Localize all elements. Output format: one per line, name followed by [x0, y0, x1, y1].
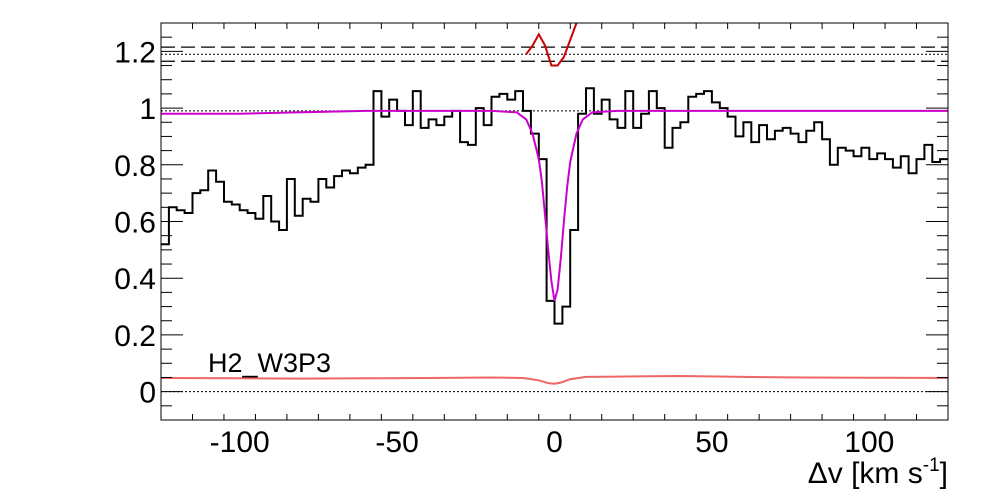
series-line-2: [161, 109, 948, 302]
y-tick-label: 1.2: [114, 36, 156, 69]
axis-ticks: [160, 22, 949, 421]
y-tick-label: 0.2: [114, 320, 156, 353]
x-tick-label: 100: [844, 426, 894, 459]
x-axis-label-sup: -1: [923, 455, 940, 476]
x-tick-label: 0: [546, 426, 563, 459]
y-tick-label: 0: [139, 377, 156, 410]
y-tick-label: 1: [139, 93, 156, 126]
reference-lines: [161, 46, 948, 393]
series-line-3: [160, 374, 949, 385]
series-line-4: [525, 22, 578, 67]
x-tick-label: -100: [210, 426, 270, 459]
x-tick-label: -50: [375, 426, 418, 459]
x-axis-label-main: Δv [km s: [808, 457, 923, 490]
line-id-annotation: H2_W3P3: [208, 348, 331, 378]
y-tick-label: 0.4: [114, 263, 156, 296]
y-tick-label: 0.8: [114, 150, 156, 183]
series-line-1: [161, 87, 948, 325]
tick-labels: -100 -50 0 50 100 0 0.2 0.4 0.6 0.8 1 1.2: [114, 36, 894, 459]
x-tick-label: 50: [695, 426, 728, 459]
x-axis-label-close: ]: [940, 457, 948, 490]
series-layer: [160, 22, 949, 385]
y-tick-label: 0.6: [114, 207, 156, 240]
x-axis-label: Δv [km s-1]: [808, 455, 948, 490]
